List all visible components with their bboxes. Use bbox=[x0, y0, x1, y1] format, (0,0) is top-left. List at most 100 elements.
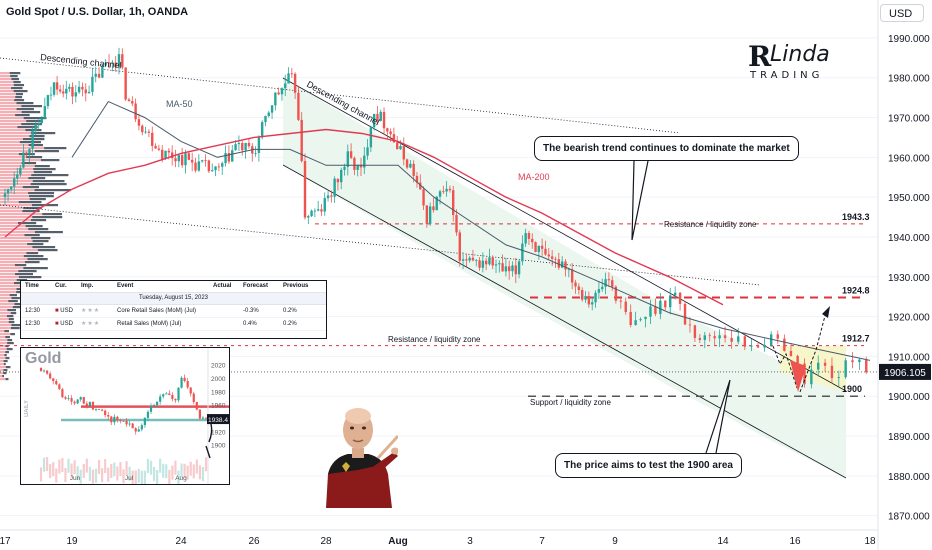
outer-channel-top bbox=[0, 57, 681, 134]
inset-volume-bar bbox=[104, 459, 107, 474]
volume-profile-bar-buy bbox=[15, 93, 24, 96]
volume-profile-bar-buy bbox=[26, 156, 43, 159]
volume-profile-bar-sell bbox=[0, 120, 27, 123]
candle-body bbox=[91, 76, 94, 92]
candle-body bbox=[678, 292, 682, 304]
volume-profile-bar-buy bbox=[5, 357, 10, 360]
volume-profile-bar-buy bbox=[21, 105, 43, 108]
volume-profile-bar-sell bbox=[0, 333, 11, 336]
volume-profile-bar-buy bbox=[14, 99, 25, 102]
candle-body bbox=[174, 158, 177, 162]
volume-profile-bar-sell bbox=[0, 204, 32, 207]
candle-body bbox=[147, 131, 151, 133]
candle-body bbox=[468, 257, 471, 261]
candle-body bbox=[386, 128, 389, 132]
ma200-label: MA-200 bbox=[518, 172, 550, 182]
volume-profile-bar-sell bbox=[0, 261, 25, 264]
volume-profile-bar-sell bbox=[0, 279, 17, 282]
volume-profile-bar-buy bbox=[17, 126, 38, 129]
projection-arrows bbox=[772, 306, 830, 393]
candle-body bbox=[507, 266, 511, 272]
candle-body bbox=[659, 300, 662, 314]
volume-profile-bar-sell bbox=[0, 114, 16, 117]
volume-profile-bar-sell bbox=[0, 327, 11, 330]
x-tick-label: 17 bbox=[0, 536, 11, 547]
table-row: 12:30 ■ USD ★★★ Retail Sales (MoM) (Jul)… bbox=[21, 318, 326, 331]
inset-candle-body bbox=[204, 417, 208, 419]
inset-volume-bar bbox=[189, 461, 192, 476]
volume-profile-bar-buy bbox=[32, 246, 56, 249]
volume-profile-bar-sell bbox=[0, 270, 19, 273]
volume-profile-bar-sell bbox=[0, 102, 17, 105]
inset-y-tick: 2000 bbox=[211, 376, 226, 383]
support-zone-label: Support / liquidity zone bbox=[530, 398, 611, 407]
candle-body bbox=[58, 89, 62, 92]
candle-body bbox=[428, 206, 432, 224]
volume-profile-bar-sell bbox=[0, 72, 10, 75]
volume-profile-bar-sell bbox=[0, 222, 18, 225]
inset-volume-bar bbox=[88, 466, 91, 481]
volume-profile-bar-sell bbox=[0, 213, 43, 216]
volume-profile-bar-buy bbox=[34, 150, 59, 153]
volume-profile-bar-sell bbox=[0, 300, 9, 303]
daily-inset-chart: 2020 2000 1980 1960 1920 1900 Jun Jul Aug 1938.4 … bbox=[20, 347, 230, 485]
candle-body bbox=[776, 334, 779, 339]
inset-candle-body bbox=[159, 396, 162, 402]
candle-body bbox=[488, 257, 491, 265]
x-tick-label: 9 bbox=[612, 536, 618, 547]
candle-body bbox=[372, 113, 376, 128]
volume-profile-bar-sell bbox=[0, 201, 19, 204]
currency-selector[interactable]: USD bbox=[880, 4, 924, 22]
inset-volume-bar bbox=[67, 458, 70, 473]
volume-profile-bar-buy bbox=[30, 219, 47, 222]
inset-timeframe: DAILY bbox=[24, 400, 30, 417]
x-tick-label: 28 bbox=[320, 536, 332, 547]
inset-price-tag bbox=[207, 414, 229, 425]
volume-profile-bar-buy bbox=[13, 81, 21, 84]
candle-body bbox=[750, 345, 753, 347]
candle-body bbox=[607, 279, 611, 281]
candle-body bbox=[326, 195, 330, 199]
rebound-projection bbox=[799, 311, 827, 393]
candle-body bbox=[789, 350, 793, 356]
candle-body bbox=[101, 65, 104, 78]
inset-candle-body bbox=[201, 417, 205, 419]
inset-candle-body bbox=[67, 398, 70, 399]
us-flag-icon: ■ bbox=[55, 321, 59, 327]
meme-character-image bbox=[326, 408, 398, 508]
volume-profile-bar-sell bbox=[0, 96, 16, 99]
candle-body bbox=[184, 153, 187, 166]
candle-body bbox=[3, 193, 7, 198]
inset-volume-bar bbox=[97, 460, 101, 475]
inset-y-tick: 1900 bbox=[211, 443, 226, 450]
candle-body bbox=[190, 159, 194, 163]
volume-profile-bar-sell bbox=[0, 285, 20, 288]
candle-body bbox=[157, 148, 161, 150]
candle-body bbox=[141, 125, 144, 133]
volume-profile-bar-sell bbox=[0, 249, 38, 252]
candle-body bbox=[465, 259, 468, 261]
candle-body bbox=[564, 261, 567, 270]
volume-profile-bar-buy bbox=[10, 333, 15, 336]
inset-candle-body bbox=[79, 397, 82, 400]
event-previous: 0.2% bbox=[283, 308, 297, 314]
candle-body bbox=[830, 365, 834, 379]
candle-body bbox=[127, 99, 131, 102]
candle-body bbox=[756, 345, 760, 348]
candle-body bbox=[131, 101, 134, 104]
volume-profile-bar-sell bbox=[0, 258, 28, 261]
volume-profile-bar-sell bbox=[0, 111, 22, 114]
candle-body bbox=[624, 301, 627, 312]
candle-body bbox=[307, 216, 310, 218]
volume-profile-bar-sell bbox=[0, 165, 35, 168]
inset-volume-bar bbox=[183, 463, 186, 478]
event-forecast: 0.4% bbox=[243, 321, 257, 327]
resistance-zone-label-upper: Resistance / liquidity zone bbox=[664, 220, 757, 229]
inset-candle-body bbox=[39, 368, 43, 372]
volume-profile-bar-buy bbox=[6, 315, 14, 318]
volume-profile-bar-sell bbox=[0, 225, 26, 228]
candle-body bbox=[40, 118, 43, 124]
volume-profile-bar-buy bbox=[10, 327, 20, 330]
